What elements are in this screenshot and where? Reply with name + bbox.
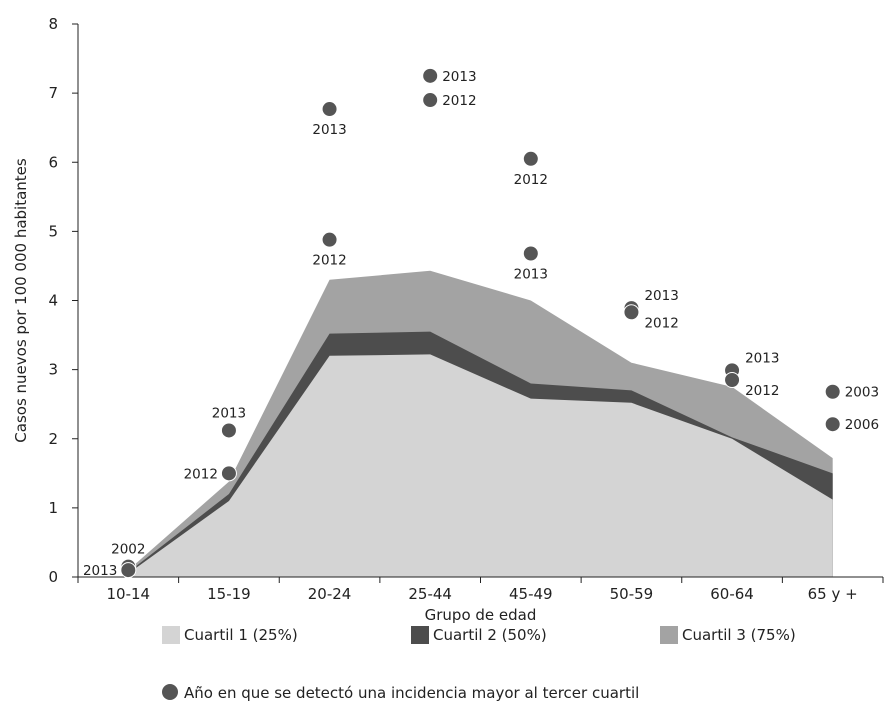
outlier-point [220,422,237,439]
outlier-point [824,416,841,433]
outlier-point-year-label: 2013 [644,288,678,304]
y-tick-label: 6 [48,153,58,171]
outlier-point [321,101,338,118]
legend-label: Cuartil 2 (50%) [433,626,547,644]
legend-swatch [660,626,678,644]
legend-swatch [162,626,180,644]
y-tick-label: 4 [48,292,58,310]
outlier-point-year-label: 2012 [312,253,346,269]
outlier-point-year-label: 2012 [442,93,476,109]
point-legend-label: Año en que se detectó una incidencia may… [184,684,639,702]
x-tick-label: 25-44 [408,585,452,603]
outlier-point [623,304,640,321]
x-tick-label: 15-19 [207,585,251,603]
x-axis-ticks: 10-14 15-19 20-24 25-44 45-49 50-59 60-64 65 y … [77,577,884,603]
y-axis-ticks: 0 1 2 3 4 5 6 7 8 [48,15,78,586]
outlier-point [522,245,539,262]
y-tick-label: 3 [48,361,58,379]
x-tick-label: 10-14 [107,585,151,603]
x-tick-label: 50-59 [610,585,654,603]
outlier-point-year-label: 2012 [644,315,678,331]
outlier-point-year-label: 2012 [745,383,779,399]
point-legend: Año en que se detectó una incidencia may… [162,684,639,702]
outlier-point [724,371,741,388]
y-axis-title: Casos nuevos por 100 000 habitantes [12,158,30,443]
legend-swatch [411,626,429,644]
y-tick-label: 8 [48,15,58,33]
x-tick-label: 65 y + [808,585,858,603]
outlier-point [220,465,237,482]
outlier-point-year-label: 2003 [845,385,879,401]
x-tick-label: 45-49 [509,585,553,603]
y-tick-label: 5 [48,222,58,240]
outlier-point [522,150,539,167]
x-tick-label: 20-24 [308,585,352,603]
legend-label: Cuartil 1 (25%) [184,626,298,644]
outlier-point-year-label: 2013 [212,405,246,421]
outlier-point-year-label: 2002 [111,542,145,558]
outlier-point [422,67,439,84]
legend-label: Cuartil 3 (75%) [682,626,796,644]
outlier-points: 2002 2013 2013 2012 2013 2012 2013 2012 2012 2013… [83,67,879,579]
x-axis-title: Grupo de edad [425,606,537,624]
outlier-point [321,231,338,248]
outlier-point-year-label: 2013 [442,69,476,85]
legend: Cuartil 1 (25%) Cuartil 2 (50%) Cuartil 3 … [162,626,796,644]
outlier-point [422,92,439,109]
y-tick-label: 2 [48,430,58,448]
outlier-point-year-label: 2013 [83,563,117,579]
outlier-point-year-label: 2012 [184,466,218,482]
y-tick-label: 0 [48,568,58,586]
outlier-point-year-label: 2013 [312,122,346,138]
x-tick-label: 60-64 [710,585,754,603]
outlier-point-year-label: 2013 [514,266,548,282]
area-cuartil-1-25 [128,354,833,577]
outlier-point-year-label: 2013 [745,350,779,366]
outlier-point [824,383,841,400]
outlier-point [120,562,137,579]
y-tick-label: 1 [48,499,58,517]
y-tick-label: 7 [48,84,58,102]
outlier-point-year-label: 2012 [514,172,548,188]
point-legend-marker [162,684,178,700]
area-layers [128,270,833,577]
outlier-point-year-label: 2006 [845,417,879,433]
